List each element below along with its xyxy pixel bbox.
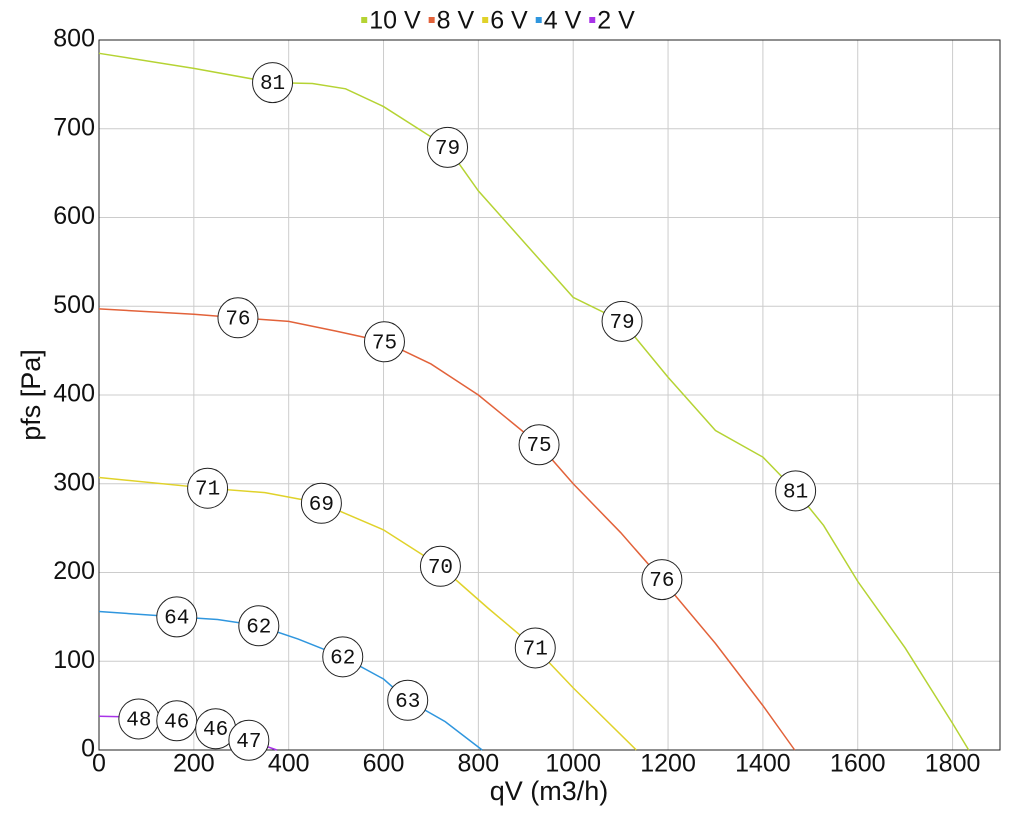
annotation-circle — [156, 596, 198, 638]
annotation-label: 81 — [260, 73, 285, 96]
y-axis-label: pfs [Pa] — [16, 349, 46, 441]
legend-marker — [589, 17, 596, 23]
annotation-circle — [518, 424, 560, 466]
annotation-circle — [322, 636, 364, 678]
annotation-circle — [514, 627, 556, 669]
annotation-label: 62 — [330, 647, 355, 670]
series-line — [98, 52, 970, 751]
legend-label: 10 V — [369, 7, 421, 35]
legend-marker — [535, 17, 542, 23]
annotation-circle — [387, 679, 429, 721]
y-tick-label: 200 — [53, 557, 95, 585]
annotation-circle — [300, 482, 342, 524]
annotation-circle — [363, 321, 405, 363]
annotation-label: 75 — [526, 435, 551, 458]
annotation-circle — [601, 300, 643, 342]
x-tick-label: 600 — [363, 750, 405, 778]
annotation-circle — [252, 62, 294, 104]
x-tick-label: 1200 — [640, 750, 696, 778]
annotation-label: 71 — [195, 479, 220, 502]
legend-marker — [361, 17, 368, 23]
annotation-circle — [238, 605, 280, 647]
legend-label: 2 V — [597, 7, 635, 35]
annotation-label: 62 — [246, 616, 271, 639]
x-tick-label: 800 — [458, 750, 500, 778]
y-tick-label: 0 — [81, 735, 95, 763]
x-tick-label: 1000 — [545, 750, 601, 778]
legend-label: 4 V — [544, 7, 582, 35]
x-tick-label: 400 — [268, 750, 310, 778]
annotation-label: 70 — [428, 557, 453, 580]
annotation-circle — [641, 559, 683, 601]
y-tick-label: 300 — [53, 468, 95, 496]
annotation-label: 76 — [649, 570, 674, 593]
annotation-circle — [187, 467, 229, 509]
annotation-label: 64 — [164, 607, 189, 630]
legend-marker — [482, 17, 489, 23]
annotation-label: 76 — [225, 308, 250, 331]
plot-border — [98, 39, 1001, 751]
annotation-label: 69 — [309, 494, 334, 517]
annotation-circle — [228, 719, 270, 761]
x-axis-label: qV (m3/h) — [490, 776, 609, 806]
annotation-circle — [156, 700, 198, 742]
annotation-label: 79 — [435, 138, 460, 161]
annotation-circle — [419, 545, 461, 587]
series-line — [98, 476, 637, 751]
annotation-circle — [427, 126, 469, 168]
y-tick-label: 700 — [53, 113, 95, 141]
y-tick-label: 500 — [53, 291, 95, 319]
annotation-label: 71 — [523, 638, 548, 661]
annotation-label: 63 — [395, 691, 420, 714]
y-tick-label: 100 — [53, 646, 95, 674]
annotation-label: 47 — [236, 731, 261, 754]
legend-label: 6 V — [490, 7, 528, 35]
y-tick-label: 400 — [53, 380, 95, 408]
y-tick-label: 800 — [53, 25, 95, 53]
annotation-label: 75 — [372, 332, 397, 355]
annotation-circle — [775, 470, 817, 512]
legend: 10 V 8 V 6 V 4 V 2 V — [361, 7, 635, 35]
annotation-label: 79 — [609, 312, 634, 335]
x-tick-label: 1600 — [830, 750, 886, 778]
y-tick-label: 600 — [53, 202, 95, 230]
legend-label: 8 V — [437, 7, 475, 35]
x-tick-label: 200 — [173, 750, 215, 778]
x-tick-label: 1400 — [735, 750, 791, 778]
annotation-label: 46 — [203, 719, 228, 742]
legend-marker — [428, 17, 435, 23]
annotation-label: 48 — [126, 709, 151, 732]
x-tick-label: 1800 — [925, 750, 981, 778]
x-tick-label: 0 — [92, 750, 106, 778]
annotation-label: 46 — [164, 711, 189, 734]
annotation-circle — [217, 297, 259, 339]
annotation-label: 81 — [783, 481, 808, 504]
